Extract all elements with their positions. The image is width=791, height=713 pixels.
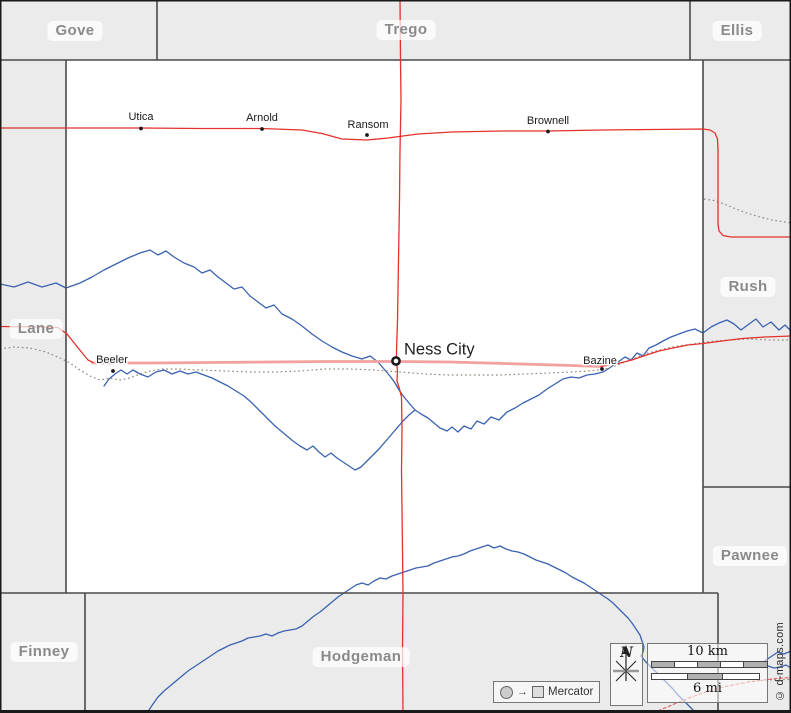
town-label: Bazine: [583, 355, 617, 367]
arrow-right-icon: →: [517, 685, 528, 698]
railroad: [747, 678, 791, 683]
county-label-gove: Gove: [47, 21, 103, 41]
scale-segment: [723, 674, 759, 679]
scale-segment: [687, 674, 724, 679]
town-label: Beeler: [96, 354, 128, 366]
scale-segment: [652, 674, 688, 679]
railroad: [703, 198, 791, 224]
river: [146, 544, 697, 713]
projection-legend: → Mercator: [493, 681, 601, 703]
town-dot: [365, 133, 369, 137]
ness-county-area: [66, 60, 703, 593]
scale-bar: 10 km 6 mi: [647, 643, 768, 703]
county-label-ellis: Ellis: [712, 21, 762, 41]
rivers: [0, 249, 791, 713]
town-label: Utica: [128, 111, 154, 123]
projected-square-icon: [532, 686, 544, 698]
town-dot: [260, 127, 264, 131]
scale-mi-label: 6 mi: [693, 681, 722, 696]
county-label-trego: Trego: [376, 20, 436, 40]
scale-km-label: 10 km: [687, 644, 728, 659]
town-label: Arnold: [246, 112, 278, 124]
scale-segment: [698, 662, 721, 667]
compass-rose-icon: [613, 645, 639, 682]
copyright-text: © d-maps.com: [774, 622, 786, 702]
globe-circle-icon: [500, 685, 513, 699]
towns: Utica Arnold Ransom Brownell Beeler Bazine Nes…: [95, 109, 618, 373]
north-indicator: N: [610, 643, 643, 706]
town-label: Brownell: [527, 115, 569, 127]
town-dot: [546, 129, 550, 134]
road-pink: [91, 360, 603, 368]
road-red: [600, 335, 791, 368]
county-label-hodgeman: Hodgeman: [312, 647, 410, 667]
river: [0, 249, 791, 433]
scale-segment: [721, 662, 744, 667]
county-label-rush: Rush: [720, 277, 776, 297]
city-label: Ness City: [404, 340, 475, 358]
scale-segment: [652, 662, 675, 667]
projection-label: Mercator: [548, 686, 594, 698]
railroads: [0, 198, 791, 683]
town-dot: [139, 126, 143, 131]
town-dot: [600, 367, 604, 371]
road-red: [395, 0, 404, 713]
railroad: [0, 338, 791, 381]
river: [103, 369, 416, 471]
scale-mi-bar: [651, 673, 760, 680]
county-label-pawnee: Pawnee: [712, 546, 788, 566]
town-label: Ransom: [348, 119, 389, 131]
scale-segment: [744, 662, 767, 667]
county-label-lane: Lane: [9, 319, 63, 339]
scale-segment: [675, 662, 698, 667]
scale-km-bar: [651, 661, 768, 668]
county-label-finney: Finney: [10, 642, 78, 662]
city-marker: [391, 356, 401, 366]
town-dot: [111, 369, 115, 373]
